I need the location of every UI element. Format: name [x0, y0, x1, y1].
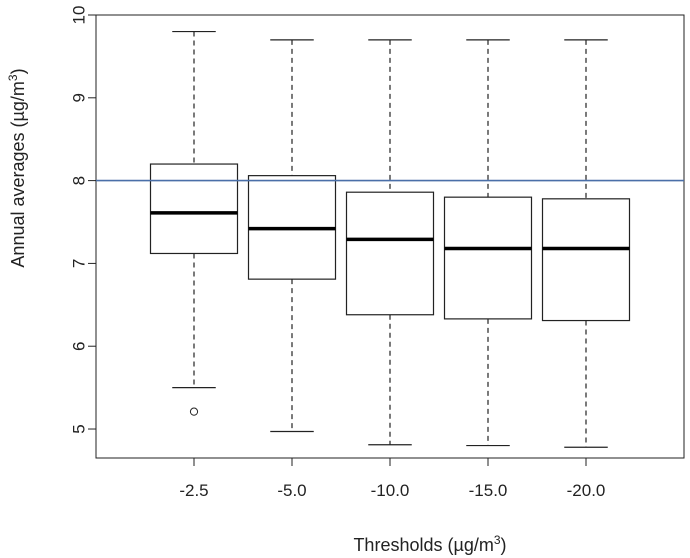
x-axis-label: Thresholds (µg/m3) [353, 533, 506, 555]
y-tick-label: 6 [69, 341, 88, 350]
box-iqr [149, 163, 239, 255]
box-iqr [541, 198, 631, 322]
x-tick-label: -2.5 [179, 481, 208, 500]
x-tick-label: -5.0 [277, 481, 306, 500]
box-iqr [345, 191, 435, 316]
x-tick-label: -10.0 [371, 481, 410, 500]
y-tick-label: 9 [69, 93, 88, 102]
x-tick-label: -20.0 [567, 481, 606, 500]
outlier-point [189, 407, 199, 416]
y-tick-label: 10 [69, 6, 88, 25]
y-tick-label: 8 [69, 176, 88, 185]
y-axis-label: Annual averages (µg/m3) [6, 68, 28, 267]
box-iqr [443, 196, 533, 320]
y-tick-label: 7 [69, 259, 88, 268]
y-tick-label: 5 [69, 424, 88, 433]
x-tick-label: -15.0 [469, 481, 508, 500]
